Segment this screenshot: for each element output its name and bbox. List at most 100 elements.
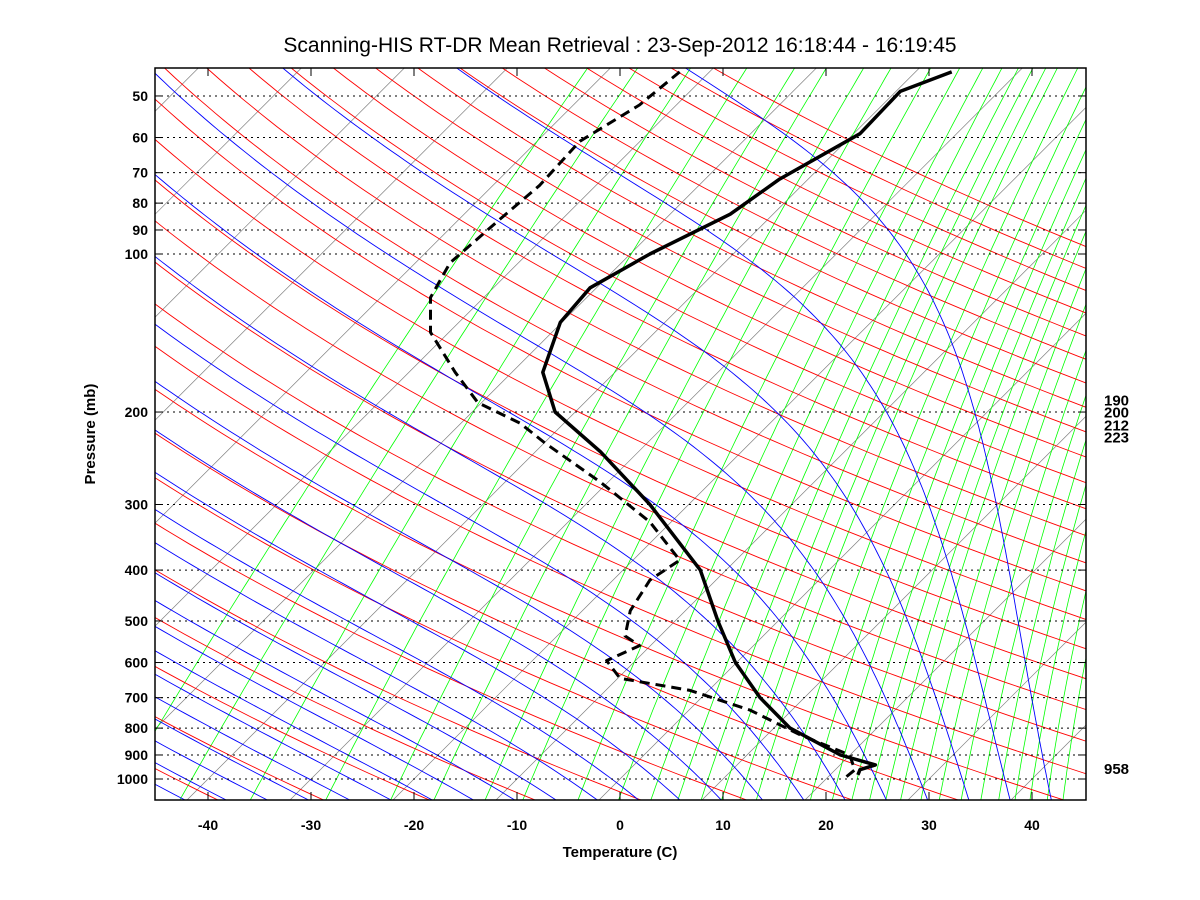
isotherm-line [0, 45, 15, 801]
x-tick-label: 10 [715, 817, 731, 833]
moist-adiabat-line [155, 508, 640, 800]
mixing-ratio-line [1046, 589, 1086, 800]
moist-adiabat-line [155, 650, 434, 800]
y-tick-label: 60 [132, 130, 148, 146]
dry-adiabat-line [155, 303, 1086, 742]
moist-adiabat-line [155, 542, 599, 800]
moist-adiabat-line [684, 68, 1052, 800]
dry-adiabat-line [332, 68, 1086, 458]
mixing-ratio-line [739, 68, 1047, 800]
x-tick-label: 20 [818, 817, 834, 833]
mixing-ratio-line [980, 394, 1086, 800]
y-tick-label: 800 [125, 720, 149, 736]
mixing-ratio-line [1062, 655, 1086, 800]
isotherm-line [701, 415, 1086, 800]
dry-adiabat-line [501, 68, 1086, 360]
y-tick-label: 900 [125, 747, 149, 763]
y-tick-label: 70 [132, 165, 148, 181]
mixing-ratio-line [433, 68, 827, 800]
dry-adiabat-line [155, 345, 1086, 775]
dry-adiabat-line [417, 68, 1086, 408]
x-tick-label: -40 [198, 817, 218, 833]
moist-adiabat-line [282, 68, 970, 800]
isotherm-line [155, 68, 508, 421]
moist-adiabat-line [155, 255, 846, 800]
dry-adiabat-line [163, 68, 1086, 564]
x-axis: -40 -30 -20 -10 0 10 20 30 40 [198, 68, 1040, 833]
isotherm-line [155, 68, 302, 215]
mixing-ratio-line [885, 204, 1086, 800]
mixing-ratio-line [522, 68, 892, 800]
annotation-label: 223 [1104, 429, 1129, 446]
dry-adiabat-line [670, 68, 1086, 269]
y-tick-label: 50 [132, 88, 148, 104]
mixing-ratio-line [755, 68, 1058, 800]
mixing-ratio-line [179, 68, 639, 800]
dry-adiabat-line [374, 68, 1086, 433]
x-tick-label: 30 [921, 817, 937, 833]
dry-adiabat-line [155, 179, 1086, 650]
mixing-ratio-line [938, 303, 1086, 800]
moist-adiabat-line [155, 572, 557, 800]
annotation-label: 200 [1104, 404, 1129, 421]
chart-title: Scanning-HIS RT-DR Mean Retrieval : 23-S… [283, 34, 956, 57]
moist-adiabat-line [155, 173, 887, 800]
moist-adiabat-line [155, 429, 722, 800]
dry-adiabat-line [585, 68, 1086, 314]
dry-adiabat-line [155, 569, 643, 800]
mixing-ratio-line [721, 68, 1034, 800]
isotherm-line [155, 68, 405, 318]
isotherm-line [155, 68, 611, 524]
dry-adiabat-line [459, 68, 1086, 384]
dry-adiabat-line [155, 261, 1086, 711]
isotherm-line [598, 312, 1086, 800]
isotherm-line [907, 621, 1086, 800]
y-tick-label: 700 [125, 690, 149, 706]
y-axis: 50 60 70 80 90 100 200 300 400 500 600 700 800 900 100… [117, 88, 1086, 787]
mixing-ratio-line [851, 148, 1086, 800]
moist-adiabat-line [155, 673, 392, 800]
y-tick-label: 80 [132, 195, 148, 211]
sounding-series [429, 70, 953, 782]
dry-adiabat-line [155, 138, 1086, 620]
mixing-ratio-line [831, 118, 1086, 800]
annotation-label: 212 [1104, 417, 1129, 434]
pressure-gridlines [155, 95, 1086, 780]
moist-adiabat-line [155, 696, 351, 800]
moist-adiabat-line [155, 599, 516, 800]
isotherm-line [155, 68, 817, 730]
y-tick-label: 200 [125, 404, 149, 420]
annotation-label: 958 [1104, 761, 1129, 778]
mixing-ratio-line [809, 85, 1086, 800]
y-tick-label: 100 [125, 246, 149, 262]
moist-adiabat-line [455, 68, 1011, 800]
y-axis-label: Pressure (mb) [82, 384, 99, 485]
mixing-ratio-line [618, 68, 961, 800]
x-tick-label: -20 [404, 817, 424, 833]
mixing-ratio-line [869, 177, 1086, 800]
mixing-ratio-line [784, 68, 1079, 800]
mixing-ratio-line [900, 230, 1086, 800]
dry-adiabat-line [155, 477, 854, 800]
moist-adiabat-line [155, 625, 475, 800]
dry-adiabat-line [290, 68, 1086, 484]
y-tick-label: 1000 [117, 771, 148, 787]
dry-adiabat-line [206, 68, 1086, 537]
mixing-ratio-line [1029, 529, 1086, 800]
x-axis-label: Temperature (C) [563, 844, 678, 861]
moist-adiabat-line [155, 471, 681, 800]
x-tick-label: 0 [616, 817, 624, 833]
annotation-label: 190 [1104, 392, 1129, 409]
mixing-ratio-line [677, 68, 1003, 800]
background-lines [0, 45, 1086, 801]
y-tick-label: 400 [125, 562, 149, 578]
mixing-ratio-line [998, 438, 1086, 800]
dry-adiabat-line [155, 388, 1066, 800]
y-tick-label: 300 [125, 496, 149, 512]
moist-adiabat-line [155, 72, 929, 800]
moist-adiabat-line [155, 380, 764, 800]
isotherm-line [0, 45, 118, 801]
dry-adiabat-line [155, 665, 431, 800]
dry-adiabat-line [155, 220, 1086, 680]
